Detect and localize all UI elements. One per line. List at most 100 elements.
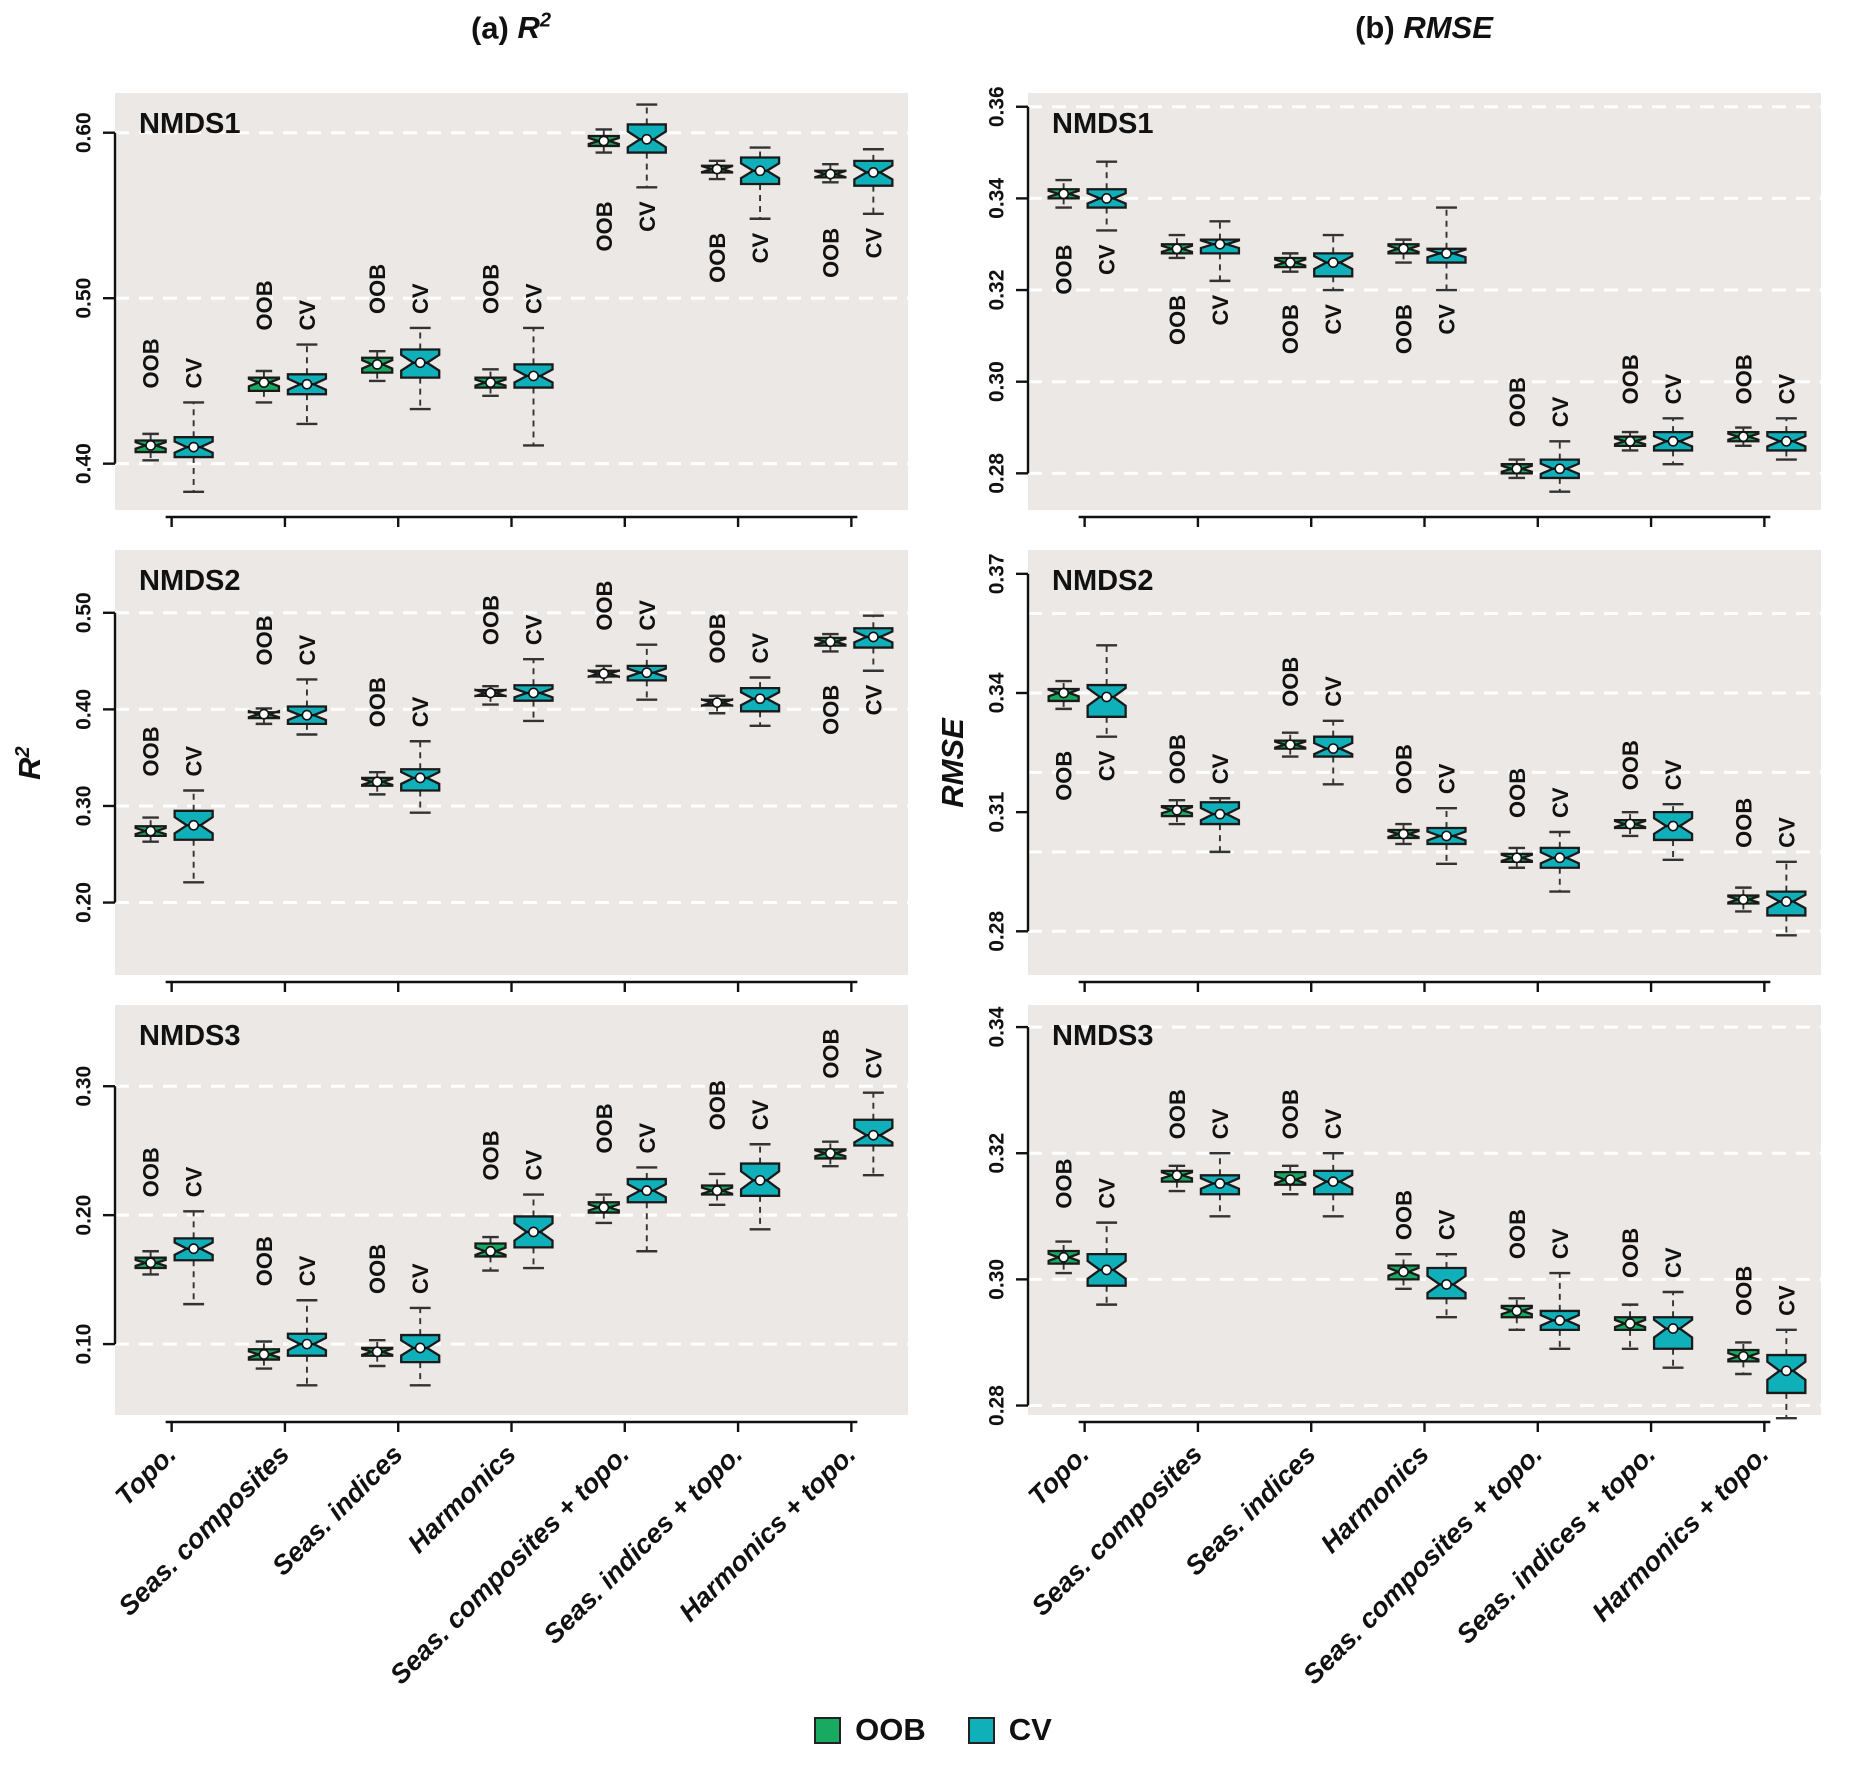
category-label: Seas. indices + topo. (538, 1439, 749, 1650)
series-label-cv: CV (1774, 373, 1799, 404)
boxplot-cv-6 (1766, 417, 1807, 461)
boxplot-oob-1 (1160, 233, 1194, 260)
median-dot (1780, 435, 1792, 447)
series-label-cv: CV (522, 283, 547, 314)
boxplot-cv-4 (1539, 440, 1580, 493)
boxplot-oob-6 (814, 1140, 847, 1168)
series-label-oob: OOB (1052, 751, 1077, 801)
median-dot (1398, 243, 1409, 255)
boxplot-cv-0 (173, 401, 214, 493)
series-label-cv: CV (182, 358, 207, 389)
box-group-4: OOB CV (587, 1103, 667, 1253)
box-group-6: OOB CV (814, 148, 894, 278)
median-dot (301, 1338, 313, 1350)
median-dot (1101, 192, 1113, 204)
boxplot-oob-2 (1274, 1164, 1307, 1196)
median-dot (145, 440, 157, 451)
median-dot (598, 135, 610, 147)
box-group-5: OOB CV (1613, 740, 1694, 862)
boxplot-cv-2 (400, 326, 441, 411)
series-label-cv: CV (522, 1150, 547, 1181)
boxplot-cv-1 (286, 1299, 328, 1387)
series-label-oob: OOB (592, 1103, 617, 1153)
boxplot-oob-1 (247, 1340, 281, 1370)
series-label-cv: CV (748, 1099, 773, 1130)
series-label-cv: CV (182, 1166, 207, 1197)
y-tick-label: 0.32 (986, 1133, 1009, 1174)
boxplot-cv-2 (400, 740, 441, 814)
boxplot-oob-6 (1727, 886, 1760, 913)
median-dot (1667, 435, 1679, 447)
median-dot (711, 1185, 723, 1197)
boxplot-oob-2 (361, 1339, 394, 1368)
y-tick-label: 0.37 (986, 553, 1009, 594)
series-label-cv: CV (1208, 753, 1233, 784)
panel-background (1028, 1005, 1821, 1415)
y-tick-label: 0.60 (73, 112, 96, 153)
median-dot (258, 1349, 270, 1360)
cv-swatch-icon (967, 1716, 995, 1744)
legend-label-cv: CV (1008, 1712, 1052, 1747)
boxplot-oob-5 (700, 694, 734, 715)
boxplot-oob-2 (1274, 731, 1307, 758)
median-dot (711, 163, 723, 175)
boxplot-oob-2 (361, 770, 394, 796)
boxplot-cv-0 (173, 1210, 214, 1306)
median-dot (1171, 804, 1183, 816)
boxplot-oob-1 (247, 369, 281, 404)
box-group-0: OOB CV (134, 338, 214, 493)
median-dot (1780, 1365, 1792, 1377)
boxplot-oob-5 (700, 1172, 734, 1207)
median-dot (1101, 1264, 1113, 1276)
median-dot (258, 708, 270, 720)
panel-background (1028, 93, 1821, 510)
boxplot-cv-3 (513, 657, 554, 723)
series-label-oob: OOB (252, 615, 277, 665)
median-dot (1398, 828, 1409, 840)
box-group-0: OOB CV (1047, 160, 1127, 295)
series-label-oob: OOB (1165, 1089, 1190, 1139)
box-group-0: OOB CV (1047, 1158, 1127, 1306)
boxplot-oob-4 (587, 128, 620, 154)
box-group-2: OOB CV (1274, 657, 1354, 786)
series-label-oob: OOB (1618, 354, 1643, 404)
median-dot (414, 357, 426, 369)
y-tick-label: 0.50 (73, 592, 96, 633)
legend: OOB CV (0, 1712, 1866, 1748)
y-tick-label: 0.28 (986, 911, 1009, 952)
panel-svg-rmse-nmds1: 0.28 0.30 0.32 0.34 0.36 NMDS1 OOB CV OOB CV OOB CV… (986, 86, 1821, 527)
box-group-1: OOB CV (247, 615, 328, 736)
box-group-3: OOB CV (474, 595, 554, 723)
median-dot (485, 1245, 496, 1257)
box-group-2: OOB CV (361, 264, 441, 411)
boxplot-oob-0 (134, 1250, 167, 1276)
median-dot (188, 441, 200, 453)
median-dot (414, 1342, 426, 1354)
boxplot-cv-4 (1539, 1271, 1580, 1350)
median-dot (1441, 247, 1452, 259)
boxplot-oob-1 (1160, 1164, 1194, 1193)
median-dot (528, 370, 539, 382)
box-group-2: OOB CV (361, 1244, 441, 1387)
boxplot-cv-5 (1652, 803, 1694, 862)
median-dot (1667, 1323, 1679, 1334)
box-group-5: OOB CV (700, 613, 781, 727)
box-group-0: OOB CV (134, 726, 214, 884)
y-tick-label: 0.28 (986, 1385, 1009, 1426)
series-label-cv: CV (635, 600, 660, 631)
boxplot-oob-3 (1387, 1252, 1420, 1291)
series-label-cv: CV (408, 283, 433, 314)
median-dot (188, 1243, 200, 1255)
median-dot (641, 133, 653, 145)
boxplot-oob-3 (474, 684, 507, 706)
median-dot (1171, 243, 1183, 255)
series-label-oob: OOB (1731, 798, 1756, 848)
median-dot (1058, 188, 1070, 200)
boxplot-cv-5 (1652, 417, 1694, 466)
series-label-oob: OOB (705, 613, 730, 663)
median-dot (1214, 238, 1226, 250)
series-label-cv: CV (295, 635, 320, 666)
series-label-cv: CV (748, 633, 773, 664)
series-label-cv: CV (1095, 244, 1120, 275)
